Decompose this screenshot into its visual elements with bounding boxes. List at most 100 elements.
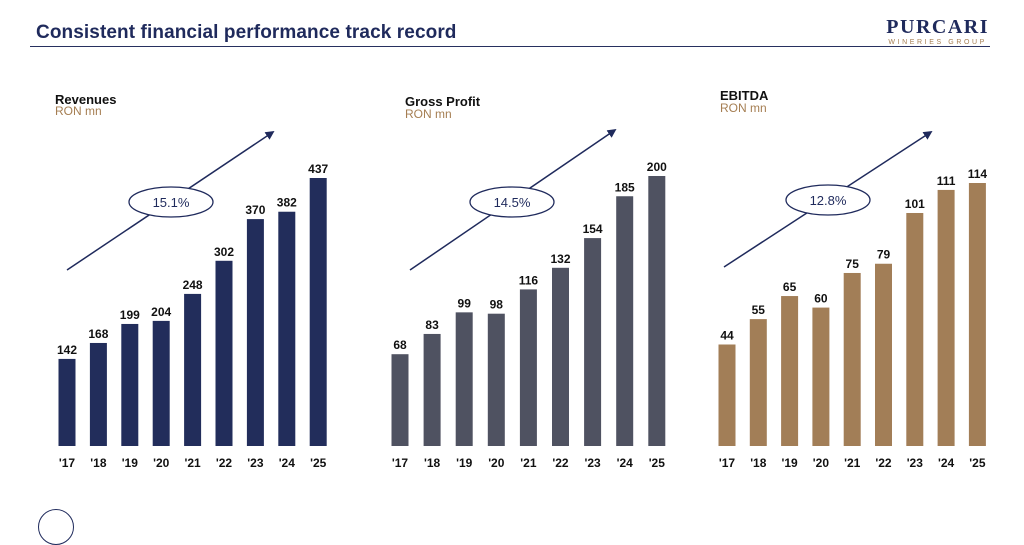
gross-profit-panel: Gross Profit RON mn 14.5% 68 '17 83 '18 99 '19… <box>391 94 667 470</box>
ebitda-chart: 12.8% 44 '17 55 '18 65 '19 60 '20 75 '21 79 '22 101 '2… <box>718 131 988 470</box>
x-tick-label: '23 <box>907 456 924 470</box>
ebitda-panel: EBITDA RON mn 12.8% 44 '17 55 '18 65 '19 60 '20 7… <box>718 88 988 470</box>
bar <box>584 238 602 446</box>
gross-profit-title: Gross Profit <box>405 94 481 109</box>
bar-value-label: 79 <box>877 248 891 262</box>
bar-value-label: 168 <box>88 327 108 341</box>
x-tick-label: '17 <box>59 456 76 470</box>
cagr-label: 14.5% <box>494 195 531 210</box>
x-tick-label: '24 <box>938 456 955 470</box>
bar <box>487 313 505 446</box>
x-tick-label: '21 <box>184 456 201 470</box>
x-tick-label: '23 <box>584 456 601 470</box>
logo-wordmark: PURCARI <box>886 16 989 38</box>
x-tick-label: '24 <box>617 456 634 470</box>
bar-value-label: 98 <box>490 298 504 312</box>
bar <box>781 296 799 446</box>
bar <box>616 196 634 446</box>
bar-value-label: 132 <box>550 252 570 266</box>
bar <box>718 344 736 446</box>
bar <box>246 219 264 446</box>
page-title: Consistent financial performance track r… <box>36 22 457 43</box>
x-tick-label: '22 <box>552 456 569 470</box>
title-divider <box>30 46 990 47</box>
bar <box>968 183 986 446</box>
bar-value-label: 75 <box>846 257 860 271</box>
bar-value-label: 44 <box>720 328 734 342</box>
bar <box>906 212 924 446</box>
bar <box>552 267 569 446</box>
cagr-ellipse <box>128 186 214 218</box>
bar-value-label: 111 <box>937 174 956 188</box>
x-tick-label: '25 <box>649 456 666 470</box>
bar-value-label: 68 <box>393 338 407 352</box>
bar-value-label: 302 <box>214 245 234 259</box>
x-tick-label: '17 <box>719 456 736 470</box>
bar <box>121 323 139 446</box>
bar-value-label: 200 <box>647 160 667 174</box>
bar <box>519 289 537 446</box>
bar <box>184 293 202 446</box>
bar <box>875 263 892 446</box>
bar <box>89 342 107 446</box>
bar <box>648 176 666 446</box>
ebitda-title: EBITDA <box>720 88 769 103</box>
cagr-label: 12.8% <box>810 193 847 208</box>
x-tick-label: '20 <box>488 456 505 470</box>
bar-value-label: 101 <box>905 197 925 211</box>
bar-value-label: 154 <box>583 222 603 236</box>
bar-value-label: 437 <box>308 162 328 176</box>
bar <box>391 354 409 446</box>
x-tick-label: '17 <box>392 456 409 470</box>
x-tick-label: '18 <box>750 456 767 470</box>
bar <box>937 189 955 446</box>
ebitda-unit: RON mn <box>720 101 767 115</box>
bar-value-label: 99 <box>458 296 472 310</box>
cagr-ellipse <box>785 184 871 216</box>
bar <box>749 319 767 446</box>
revenues-unit: RON mn <box>55 104 102 118</box>
bar-value-label: 114 <box>968 167 988 181</box>
bar-value-label: 83 <box>425 318 439 332</box>
x-tick-label: '20 <box>153 456 170 470</box>
x-tick-label: '21 <box>844 456 861 470</box>
logo-tagline: WINERIES GROUP <box>888 39 987 46</box>
bar-value-label: 185 <box>615 180 635 194</box>
gross-profit-chart: 14.5% 68 '17 83 '18 99 '19 98 '20 116 '21 132 '22 154… <box>391 128 667 470</box>
x-tick-label: '21 <box>520 456 537 470</box>
bar-value-label: 370 <box>245 203 265 217</box>
x-tick-label: '25 <box>969 456 986 470</box>
x-tick-label: '19 <box>781 456 798 470</box>
footer-circle-icon <box>38 509 74 545</box>
bar-value-label: 55 <box>752 303 766 317</box>
bar <box>58 358 76 446</box>
bar-value-label: 65 <box>783 280 797 294</box>
bar-value-label: 199 <box>120 308 140 322</box>
company-logo: PURCARI WINERIES GROUP <box>886 17 989 46</box>
bar-value-label: 248 <box>183 278 203 292</box>
x-tick-label: '22 <box>875 456 892 470</box>
bar <box>152 320 170 446</box>
x-tick-label: '22 <box>216 456 233 470</box>
bar-value-label: 116 <box>519 273 539 287</box>
bar <box>843 272 861 446</box>
bar <box>423 333 441 446</box>
cagr-ellipse <box>469 186 555 218</box>
bar-value-label: 382 <box>277 196 297 210</box>
gross-profit-unit: RON mn <box>405 107 452 121</box>
bar <box>215 260 233 446</box>
x-tick-label: '24 <box>279 456 296 470</box>
x-tick-label: '19 <box>122 456 139 470</box>
cagr-label: 15.1% <box>153 195 190 210</box>
bar <box>812 307 830 446</box>
x-tick-label: '19 <box>456 456 473 470</box>
x-tick-label: '18 <box>90 456 107 470</box>
bar <box>455 312 473 446</box>
bar-value-label: 204 <box>151 305 171 319</box>
bar <box>309 178 327 446</box>
bar <box>278 211 296 446</box>
x-tick-label: '18 <box>424 456 441 470</box>
x-tick-label: '23 <box>247 456 264 470</box>
x-tick-label: '20 <box>813 456 830 470</box>
bar-value-label: 60 <box>814 292 828 306</box>
